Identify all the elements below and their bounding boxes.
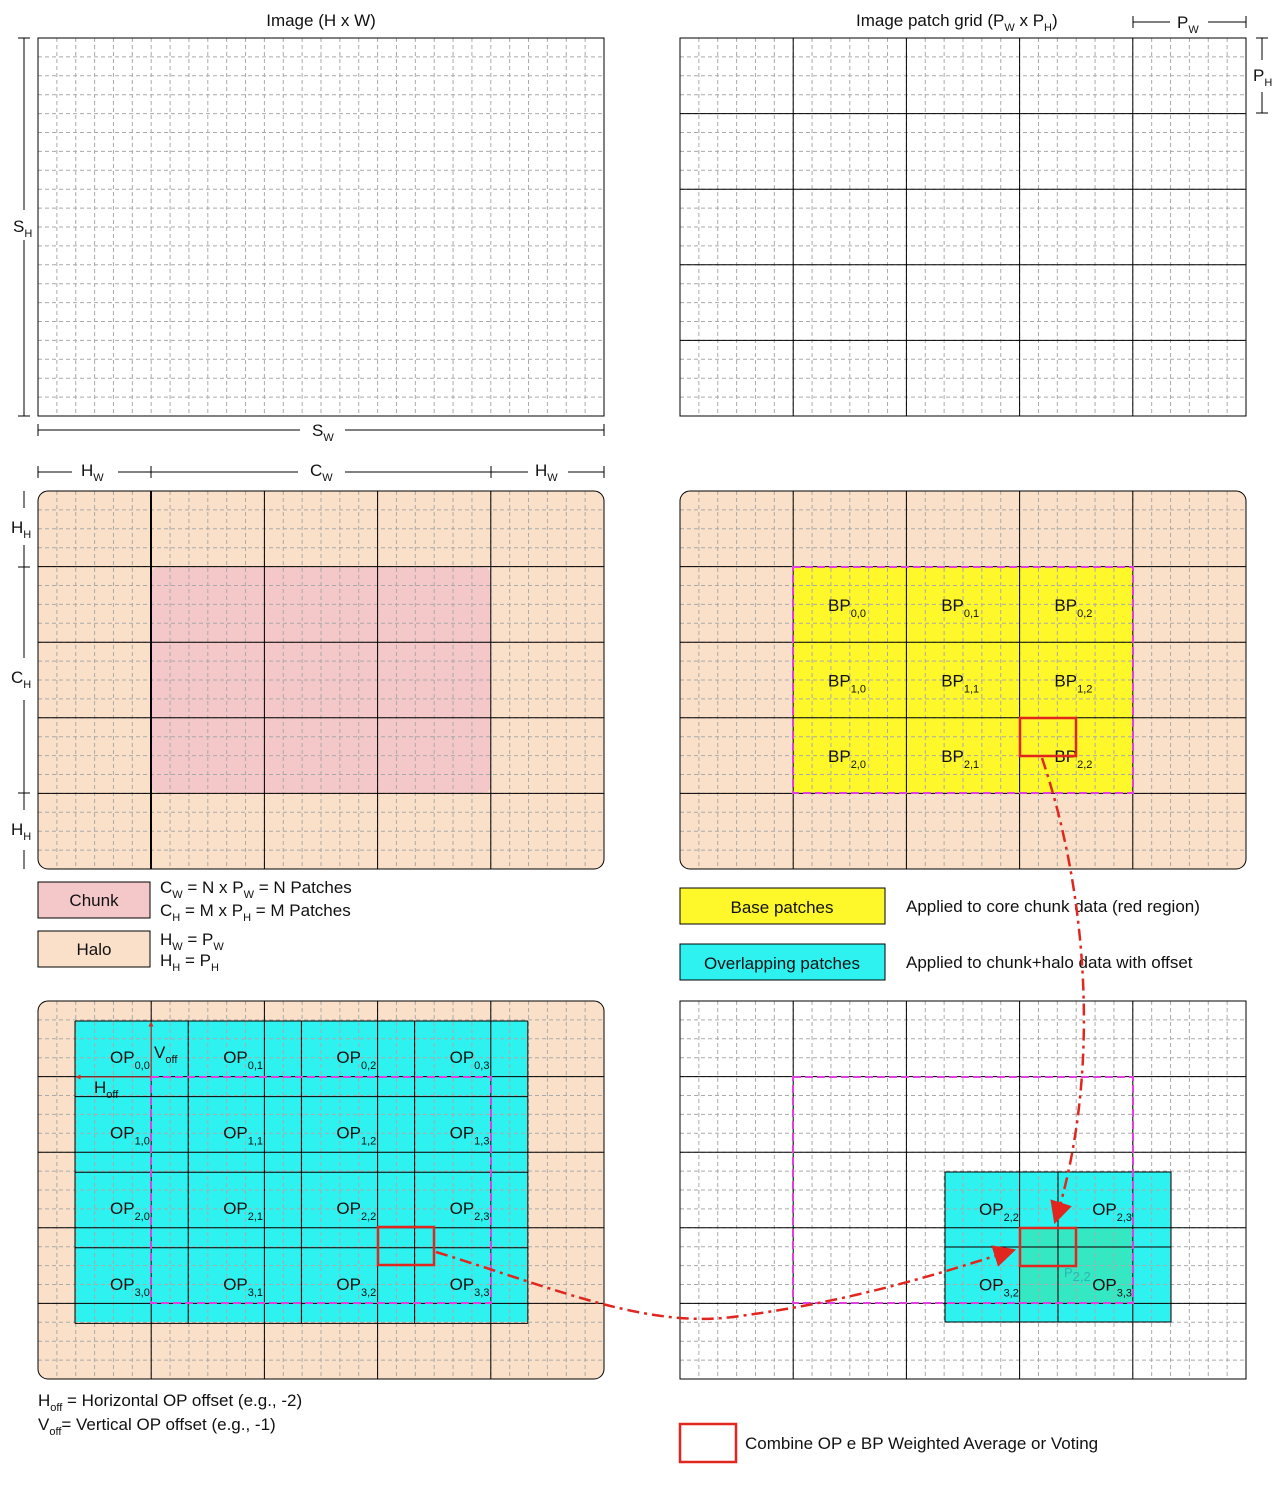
halo-eq-h: HH = PH (160, 951, 219, 974)
op-label: OP1,0 (110, 1124, 150, 1148)
combined-faint-label: P2,2 (1064, 1265, 1091, 1284)
bp-label: BP1,0 (828, 672, 866, 696)
image-panel: Image (H x W) SH SW (13, 11, 605, 444)
combined-op-label: OP3,2 (979, 1276, 1019, 1300)
combine-swatch (678, 1422, 738, 1464)
base-swatch-label: Base patches (730, 898, 833, 917)
halo-eq-w: HW = PW (160, 930, 224, 953)
base-patches-panel: BP0,0 BP0,1 BP0,2 BP1,0 BP1,1 BP1,2 BP2,0 BP2,1… (679, 490, 1247, 870)
image-frame (37, 37, 605, 417)
image-fine-grid (38, 38, 604, 416)
op-to-combined-arrow (435, 1245, 1017, 1321)
bp-label: BP0,2 (1054, 596, 1092, 620)
combined-op-label: OP2,3 (1092, 1200, 1132, 1224)
hh-label-bottom: HH (11, 820, 31, 843)
voff-legend: Voff= Vertical OP offset (e.g., -1) (38, 1415, 276, 1438)
op-label: OP3,0 (110, 1275, 150, 1299)
chunk-halo-frame (37, 490, 605, 870)
ch-label: CH (11, 668, 31, 691)
bp-labels: BP0,0 BP0,1 BP0,2 BP1,0 BP1,1 BP1,2 BP2,0 BP2,1… (828, 596, 1092, 771)
base-swatch (679, 887, 886, 925)
base-legend: Base patches Applied to core chunk data … (679, 887, 1200, 925)
chunk-swatch (37, 881, 151, 919)
sw-label: SW (312, 421, 334, 444)
overlap-description: Applied to chunk+halo data with offset (906, 953, 1193, 972)
halo-legend: Halo HW = PW HH = PH (37, 930, 224, 974)
bp-label: BP0,1 (941, 596, 979, 620)
patch-grid-title: Image patch grid (PW x PH) (856, 11, 1058, 34)
sh-label: SH (13, 217, 32, 240)
op-label: OP0,3 (450, 1048, 490, 1072)
op-core-outline (150, 1076, 492, 1304)
combined-frame (679, 1000, 1247, 1380)
bp-label: BP1,1 (941, 672, 979, 696)
bp-label: BP2,1 (941, 747, 979, 771)
patch-fine-grid (680, 38, 1246, 416)
base-description: Applied to core chunk data (red region) (906, 897, 1200, 916)
chunk-legend: Chunk CW = N x PW = N Patches CH = M x P… (37, 878, 352, 924)
patch-major-grid (680, 38, 1246, 416)
cw-label: CW (310, 461, 333, 484)
op-label: OP1,2 (336, 1124, 376, 1148)
chunk-halo-panel: HW CW HW HH CH HH (11, 461, 605, 870)
chunk-eq-w: CW = N x PW = N Patches (160, 878, 352, 901)
patch-grid-panel: Image patch grid (PW x PH) PW PH (679, 11, 1272, 417)
bp-label: BP1,2 (1054, 672, 1092, 696)
combined-op-label: OP3,3 (1092, 1276, 1132, 1300)
op-label: OP2,2 (336, 1199, 376, 1223)
op-label: OP0,1 (223, 1048, 263, 1072)
op-label: OP0,0 (110, 1048, 150, 1072)
chunk-eq-h: CH = M x PH = M Patches (160, 901, 351, 924)
combined-panel: P2,2 OP2,2 OP2,3 OP3,2 OP3,3 (679, 1000, 1247, 1380)
halo-swatch (37, 930, 151, 968)
op-label: OP3,1 (223, 1275, 263, 1299)
op-frame (37, 1000, 605, 1380)
voff-label: Voff (154, 1043, 178, 1066)
bp-to-combined-arrow (1040, 757, 1086, 1225)
op-label: OP3,2 (336, 1275, 376, 1299)
overlap-swatch-label: Overlapping patches (704, 954, 860, 973)
hoff-label: Hoff (94, 1078, 119, 1101)
hoff-legend: Hoff = Horizontal OP offset (e.g., -2) (38, 1391, 302, 1414)
combined-labels: OP2,2 OP2,3 OP3,2 OP3,3 (979, 1200, 1132, 1300)
pw-label: PW (1177, 13, 1199, 36)
combined-core-outline (792, 1076, 1134, 1304)
bp-major-grid (680, 491, 1246, 869)
op-labels: OP0,0 OP0,1 OP0,2 OP0,3 OP1,0 OP1,1 OP1,2 OP1,3… (110, 1048, 489, 1299)
combined-op-label: OP2,2 (979, 1200, 1019, 1224)
bp-label: BP2,0 (828, 747, 866, 771)
ph-label: PH (1253, 66, 1272, 89)
combine-description: Combine OP e BP Weighted Average or Voti… (745, 1434, 1098, 1453)
op-combine-marker (376, 1225, 436, 1267)
overlap-swatch (679, 943, 886, 981)
op-label: OP1,1 (223, 1124, 263, 1148)
bp-label: BP0,0 (828, 596, 866, 620)
bp-combine-marker (1018, 716, 1078, 758)
op-label: OP2,3 (450, 1199, 490, 1223)
hw-label-left: HW (81, 461, 104, 484)
op-label: OP2,1 (223, 1199, 263, 1223)
patch-grid-frame (679, 37, 1247, 417)
overlapping-panel: OP0,0 OP0,1 OP0,2 OP0,3 OP1,0 OP1,1 OP1,2 OP1,3… (37, 1000, 605, 1380)
hh-label-top: HH (11, 518, 31, 541)
chunk-swatch-label: Chunk (69, 891, 119, 910)
op-label: OP2,0 (110, 1199, 150, 1223)
halo-swatch-label: Halo (77, 940, 112, 959)
hw-label-right: HW (535, 461, 558, 484)
bp-frame (679, 490, 1247, 870)
op-major-grid (38, 1001, 604, 1379)
op-label: OP3,3 (450, 1275, 490, 1299)
op-label: OP1,3 (450, 1124, 490, 1148)
bp-core-outline (792, 566, 1134, 794)
image-title: Image (H x W) (266, 11, 376, 30)
combined-combine-marker (1018, 1226, 1078, 1268)
overlap-legend: Overlapping patches Applied to chunk+hal… (679, 943, 1193, 981)
op-label: OP0,2 (336, 1048, 376, 1072)
